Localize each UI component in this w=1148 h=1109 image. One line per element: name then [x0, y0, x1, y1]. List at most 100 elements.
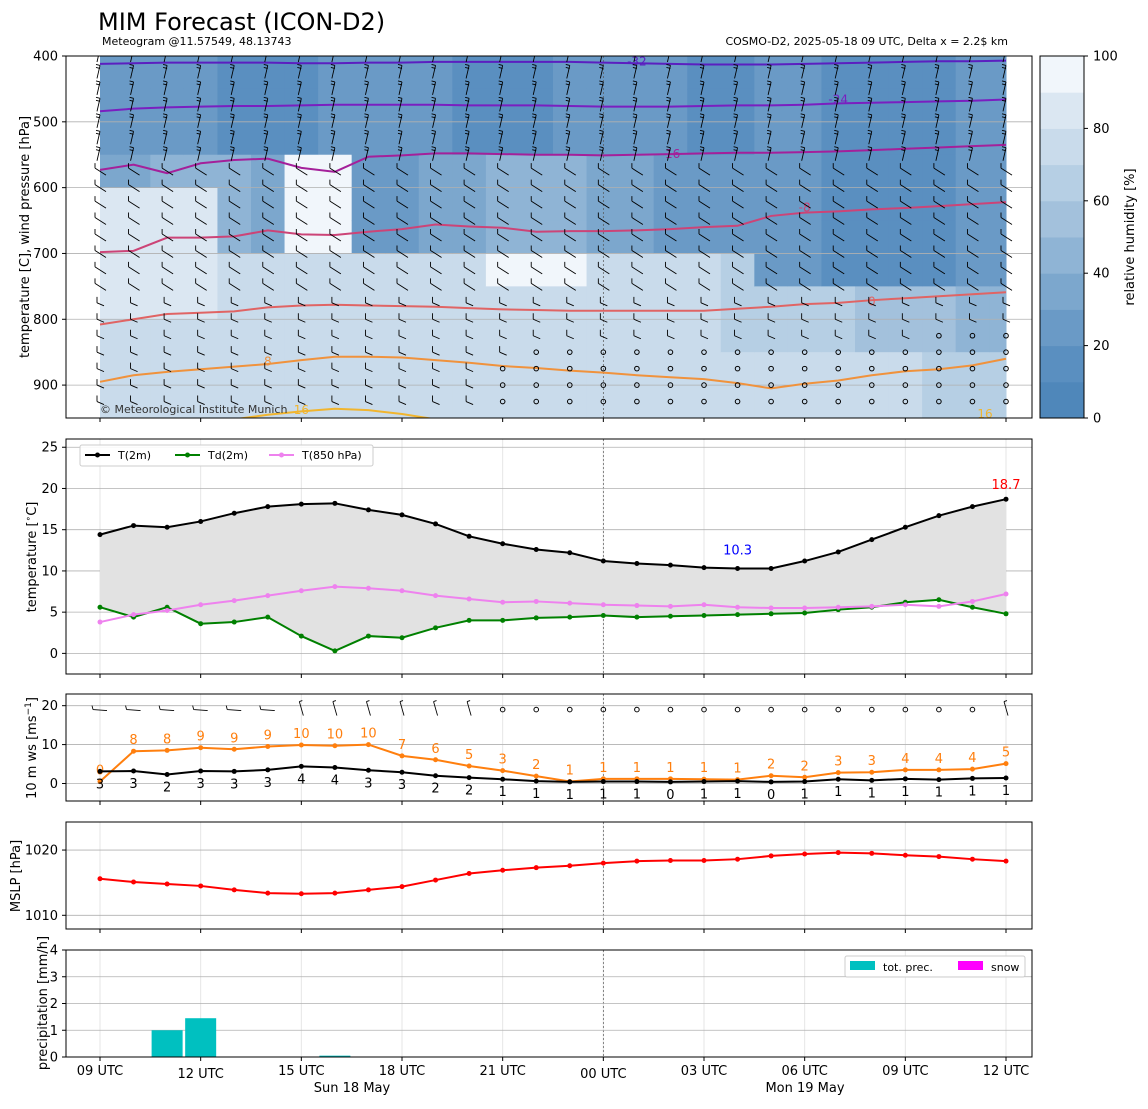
wind-barb [95, 80, 101, 96]
wind-barb [733, 80, 738, 96]
wind-barb [767, 96, 772, 112]
wind-barb [966, 196, 979, 209]
wind-barb [163, 146, 168, 161]
calm-wind-marker [499, 706, 506, 713]
wind-barb [96, 313, 105, 323]
wind-barb [463, 245, 476, 258]
wind-barb [564, 163, 577, 176]
humidity-cell [989, 319, 1007, 353]
series-point [735, 612, 741, 618]
mean-wind-value-label: 3 [264, 776, 272, 791]
humidity-cell [183, 319, 218, 353]
wind-barb [597, 229, 610, 242]
calm-wind-marker [835, 706, 842, 713]
wind-barb [297, 346, 306, 356]
wind-barb [465, 296, 474, 307]
series-point [164, 772, 170, 778]
y-tick-label: 25 [41, 441, 58, 456]
legend-label: tot. prec. [883, 961, 933, 974]
humidity-cell [100, 88, 118, 123]
humidity-cell [452, 121, 487, 156]
wind-barb [129, 64, 134, 79]
wind-barb [364, 113, 369, 128]
wind-barb [664, 229, 677, 242]
wind-barb [765, 261, 778, 275]
wind-barb [331, 395, 340, 405]
wind-barb [128, 278, 140, 291]
wind-barb [465, 313, 474, 323]
y-tick-label: 1020 [25, 844, 58, 859]
humidity-cell [553, 319, 588, 353]
y-tick-label: 5 [50, 606, 58, 621]
wind-barb [801, 313, 809, 323]
humidity-cell [116, 56, 151, 90]
humidity-cell [116, 286, 151, 320]
wind-barb [196, 146, 202, 161]
wind-barb [263, 80, 269, 96]
wind-barb [465, 129, 470, 145]
wind-barb [431, 146, 436, 161]
wind-barb [295, 212, 308, 225]
wind-barb [431, 80, 436, 96]
pressure-grid [66, 822, 1032, 933]
series-point [500, 776, 506, 782]
wind-barb [767, 80, 772, 96]
mean-wind-value-label: 1 [733, 787, 741, 802]
wind-barb [532, 64, 537, 79]
colorbar-tick-label: 20 [1093, 339, 1110, 354]
gust-value-label: 10 [327, 728, 344, 743]
wind-barb [834, 329, 843, 340]
wind-barb [1000, 196, 1013, 209]
wind-barb [734, 313, 742, 323]
calm-wind-marker [533, 382, 540, 388]
legend-marker [185, 452, 190, 458]
humidity-cell [251, 352, 286, 386]
wind-barb [197, 346, 205, 356]
wind-barb [128, 245, 140, 258]
gust-value-label: 2 [767, 758, 775, 773]
humidity-cell [100, 187, 118, 222]
series-point [667, 779, 673, 785]
wind-barb [463, 229, 476, 242]
humidity-cell [620, 286, 655, 320]
series-point [198, 518, 204, 524]
wind-barb [597, 278, 610, 291]
wind-barb [664, 179, 677, 193]
wind-barb [1000, 212, 1013, 225]
series-point [936, 777, 942, 783]
wind-barb [866, 278, 879, 291]
upper-air-y-ticks: 400 500 600 700 800 900 [33, 50, 66, 394]
isotherm-label: 16 [977, 407, 992, 421]
wind-barb [163, 395, 172, 405]
wind-barb [933, 229, 946, 242]
wind-barb [700, 296, 709, 307]
gust-value-label: 6 [431, 742, 439, 757]
mean-wind-value-label: 1 [901, 785, 909, 800]
humidity-cell [687, 56, 722, 90]
precipitation-ylabel: precipitation [mm/h] [36, 936, 51, 1070]
mean-wind-value-label: 1 [532, 787, 540, 802]
series-point [969, 604, 975, 610]
wind-barb [530, 196, 543, 209]
gust-value-label: 2 [801, 759, 809, 774]
humidity-cell [519, 385, 554, 418]
humidity-cell [519, 121, 554, 156]
y-tick-label: 2 [50, 997, 58, 1012]
humidity-cell [922, 286, 957, 320]
humidity-cell [787, 319, 822, 353]
wind-frame [65, 693, 1033, 802]
wind-barb [398, 56, 401, 63]
wind-barb [666, 96, 671, 112]
humidity-cell [385, 286, 420, 320]
wind-barb [362, 245, 375, 258]
wind-barb [264, 329, 272, 340]
colorbar-tick-label: 60 [1093, 194, 1110, 209]
wind-barb [699, 80, 705, 96]
y-tick-label: 0 [50, 1051, 58, 1066]
wind-barb [163, 96, 168, 112]
wind-barb [430, 212, 442, 225]
wind-barb [532, 80, 537, 96]
wind-barb [698, 229, 711, 242]
series-point [902, 776, 908, 782]
precipitation-y-ticks: 0 1 2 3 4 [50, 944, 66, 1066]
